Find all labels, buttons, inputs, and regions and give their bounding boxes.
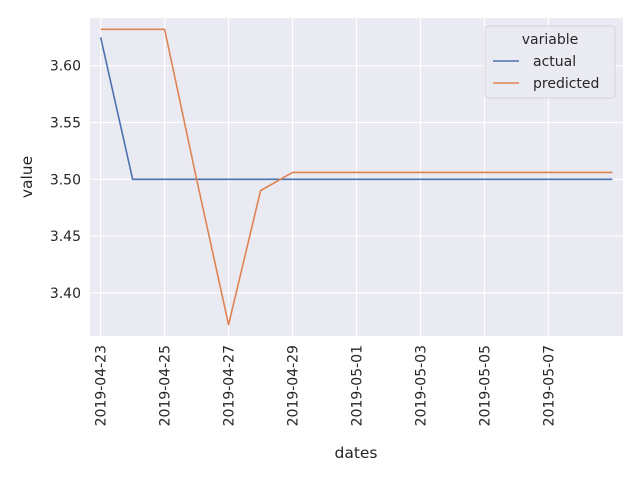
y-tick-label: 3.50 [50,172,81,188]
series-line-actual [99,37,613,181]
y-tick-label: 3.55 [50,115,81,131]
y-axis-ticks: 3.40 3.45 3.50 3.55 3.60 [50,59,81,302]
series-line-predicted [100,28,613,326]
x-tick-label: 2019-05-07 [541,345,557,426]
y-tick-label: 3.45 [50,229,81,245]
x-tick-label: 2019-05-01 [350,345,366,426]
y-axis-label: value [18,156,36,198]
x-tick-label: 2019-04-27 [222,345,238,426]
legend-box [484,25,616,99]
legend: variable actual predicted [484,25,616,99]
y-tick-label: 3.40 [50,286,81,302]
x-axis-label: dates [334,444,377,462]
x-axis-ticks: 2019-04-23 2019-04-25 2019-04-27 2019-04-29… [94,345,558,426]
x-tick-label: 2019-05-03 [413,345,429,426]
legend-label-predicted: predicted [533,76,599,92]
y-tick-label: 3.60 [50,59,81,75]
legend-title: variable [522,32,578,48]
x-tick-label: 2019-05-05 [477,345,493,426]
x-tick-label: 2019-04-25 [158,345,174,426]
series-lines [99,28,613,326]
x-tick-label: 2019-04-29 [286,345,302,426]
x-tick-label: 2019-04-23 [94,345,110,426]
legend-label-actual: actual [533,54,576,70]
